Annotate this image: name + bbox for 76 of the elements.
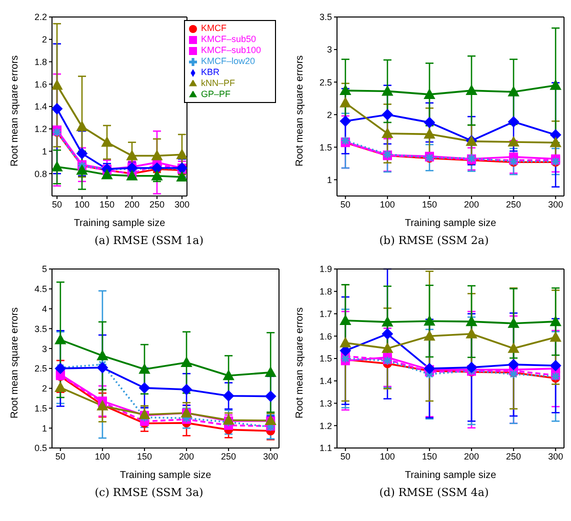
y-tick-label: 1.5 [34,403,47,414]
x-tick-label: 50 [340,451,350,462]
legend-label: GP–PF [200,89,230,99]
y-tick-label: 1.8 [34,56,47,67]
y-tick-label: 1.9 [319,264,332,274]
text: (d) RMSE (SSM 4a) [378,486,490,499]
y-axis-title: Root mean square errors [10,55,21,166]
y-tick-label: 1.3 [319,398,332,408]
y-tick-label: 2 [326,110,332,120]
x-tick-label: 100 [380,451,395,462]
x-tick-label: 200 [124,199,140,210]
x-tick-label: 150 [422,451,437,462]
legend-label: KMCF [200,23,226,33]
x-tick-label: 150 [422,199,437,210]
y-tick-label: 1.5 [319,142,332,152]
x-tick-label: 300 [548,451,564,462]
y-tick-label: 1.6 [319,331,332,342]
y-tick-label: 1 [42,423,47,434]
y-tick-label: 1.2 [319,420,332,431]
y-tick-label: 3.5 [34,324,47,334]
x-tick-label: 150 [136,451,152,462]
y-tick-label: 2.5 [319,77,332,88]
y-tick-label: 1.4 [319,376,332,386]
legend-label: KMCF–sub100 [200,45,261,55]
y-tick-label: 1.1 [319,443,332,454]
y-axis-title: Root mean square errors [294,307,306,418]
y-tick-label: 1 [326,174,332,185]
x-tick-label: 150 [99,199,115,210]
y-tick-label: 2 [42,34,47,45]
x-tick-label: 300 [263,451,278,462]
y-tick-label: 2.2 [34,12,47,22]
x-tick-label: 250 [506,451,522,462]
y-tick-label: 1.6 [34,79,47,90]
x-axis-title: Training sample size [404,218,497,229]
y-axis-title: Root mean square errors [294,55,306,166]
x-tick-label: 100 [94,451,110,462]
y-tick-label: 1 [42,146,47,156]
x-tick-label: 250 [221,451,236,462]
x-axis-title: Training sample size [120,470,212,481]
x-axis-title: Training sample size [404,470,497,481]
y-tick-label: 2 [42,384,47,394]
x-tick-label: 200 [179,451,194,462]
x-tick-label: 300 [548,199,564,210]
text: (b) RMSE (SSM 2a) [378,234,490,247]
x-tick-label: 200 [464,451,480,462]
legend-label: KMCF–sub50 [200,34,256,44]
legend-label: KMCF–low20 [200,56,255,66]
y-tick-label: 1.4 [34,102,47,112]
y-tick-label: 5 [42,264,47,274]
text: (c) RMSE (SSM 3a) [94,486,204,499]
x-tick-label: 250 [506,199,522,210]
y-tick-label: 1.7 [319,308,332,319]
y-tick-label: 1.8 [319,286,332,297]
text: (a) RMSE (SSM 1a) [93,234,205,247]
x-tick-label: 50 [52,199,62,210]
x-tick-label: 250 [149,199,164,210]
y-tick-label: 3 [326,44,332,55]
y-tick-label: 0.5 [34,443,47,454]
y-tick-label: 3 [42,344,47,354]
y-tick-label: 1.2 [34,124,47,134]
y-tick-label: 4.5 [34,284,47,294]
y-tick-label: 4 [42,304,47,314]
x-tick-label: 300 [174,199,190,210]
y-tick-label: 3.5 [319,12,332,22]
x-axis-title: Training sample size [74,218,166,229]
x-tick-label: 200 [464,199,480,210]
x-tick-label: 100 [380,199,395,210]
y-tick-label: 2.5 [34,364,47,374]
legend-label: kNN–PF [200,78,235,88]
y-axis-title: Root mean square errors [10,307,21,418]
x-tick-label: 50 [340,199,350,210]
y-tick-label: 1.5 [319,354,332,364]
x-tick-label: 100 [74,199,90,210]
x-tick-label: 50 [55,451,66,462]
legend-label: KBR [200,67,220,77]
y-tick-label: 0.8 [34,168,47,179]
